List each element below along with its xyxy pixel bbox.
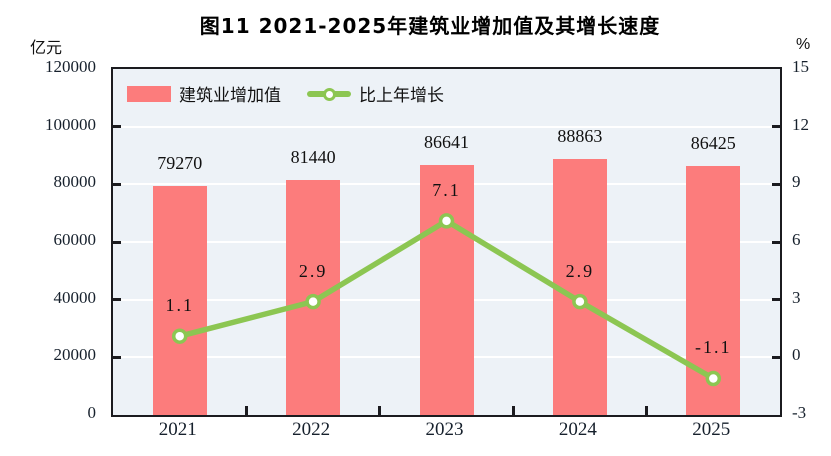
line-point-marker [438,213,455,229]
line-point-label: 7.1 [432,179,461,200]
x-axis-label: 2025 [692,419,731,440]
left-axis-tick [113,125,121,129]
bar-value-label: 79270 [157,153,203,174]
plot-area: 79270 81440 86641 88863 86425 1.1 2.9 7.1 2.9 -1.… [111,67,782,417]
right-axis-tick-label: -3 [792,403,807,422]
legend-label-line-series: 比上年增长 [359,86,444,105]
bar-value-label: 88863 [557,125,603,146]
bar-series-swatch-icon [127,85,171,102]
line-point-label: 2.9 [298,260,328,281]
right-axis-tick-label: 15 [792,57,809,76]
right-axis-tick-label: 6 [792,230,801,249]
x-axis-tick [244,406,248,415]
x-axis-tick [645,406,649,415]
x-axis-tick [511,406,515,415]
left-axis-tick-label: 20000 [53,345,97,365]
left-axis-tick [113,182,121,186]
legend-item-bar-series: 建筑业增加值 [127,81,281,106]
legend: 建筑业增加值 比上年增长 [127,81,444,106]
left-axis-tick [113,298,121,302]
left-axis-tick [113,355,121,359]
x-axis-label: 2023 [425,419,464,440]
x-axis-label: 2022 [292,419,331,440]
right-axis-tick [772,182,780,186]
right-axis-tick [772,355,780,359]
line-point-label: -1.1 [695,337,732,358]
x-axis-tick [378,406,382,415]
x-axis-label: 2021 [158,419,197,440]
line-point-marker [171,328,188,344]
line-point-marker [705,370,722,387]
left-axis-unit-label: 亿元 [30,40,63,57]
left-axis-tick-label: 40000 [53,287,97,307]
left-axis-tick-label: 80000 [53,172,97,192]
gridline [113,125,780,128]
line-point-marker [305,293,321,310]
line-point-label: 2.9 [565,260,595,281]
legend-item-line-series: 比上年增长 [307,81,444,106]
right-axis-tick-label: 9 [792,172,801,192]
right-axis-tick-label: 3 [792,287,801,307]
left-axis-tick-label: 60000 [53,230,97,249]
line-point-label: 1.1 [165,295,194,316]
legend-label-bar-series: 建筑业增加值 [179,86,281,105]
line-point-marker [572,293,588,310]
right-axis-unit-label: % [796,36,811,53]
bar [552,158,607,415]
chart-title: 图11 2021-2025年建筑业增加值及其增长速度 [199,14,661,38]
right-axis-tick-label: 12 [792,114,809,134]
right-axis-tick [772,125,780,129]
left-axis-tick [113,240,121,244]
left-axis-tick-label: 100000 [45,114,96,134]
growth-line [176,218,717,382]
right-axis-tick [772,240,780,244]
left-axis-tick-label: 0 [87,403,97,422]
bar-value-label: 81440 [290,147,336,168]
bar [152,186,207,415]
bar-value-label: 86425 [690,132,736,153]
left-axis-tick-label: 120000 [45,57,96,76]
line-series-marker-icon [307,86,351,102]
x-axis-label: 2024 [558,419,597,440]
bar-value-label: 86641 [424,132,469,153]
bar [419,165,474,415]
right-axis-tick [772,298,780,302]
growth-line-chart [171,213,722,387]
right-axis-tick-label: 0 [792,345,801,365]
